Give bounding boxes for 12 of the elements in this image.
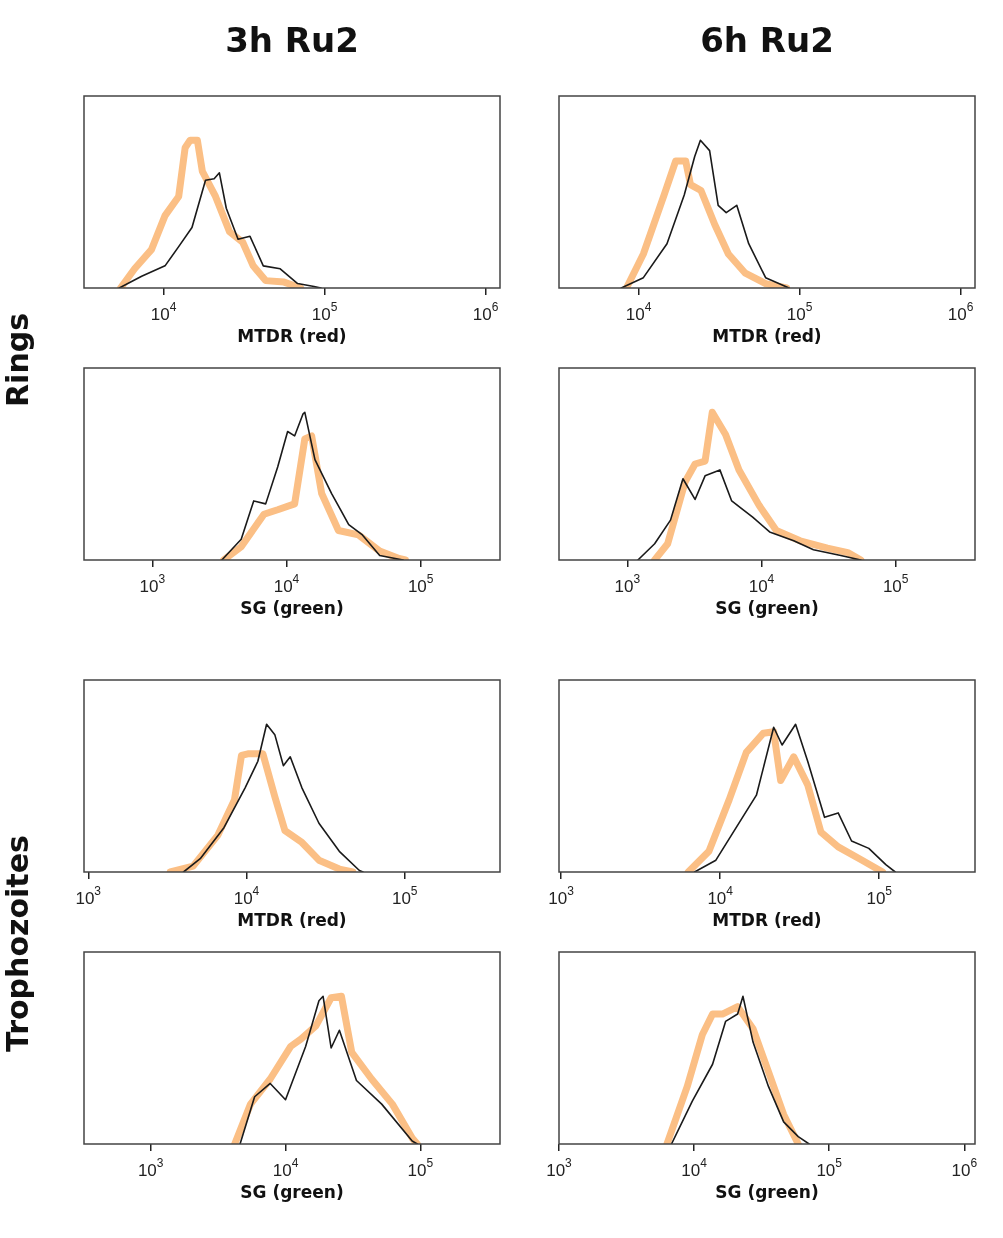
y-axis-title: Trophozoites — [0, 834, 36, 1055]
x-axis-title: MTDR (red) — [711, 910, 823, 930]
y-axis-title: Rings — [0, 311, 36, 410]
x-axis-title: SG (green) — [714, 1182, 820, 1202]
x-axis-title: MTDR (red) — [236, 910, 348, 930]
x-axis-title: SG (green) — [239, 1182, 345, 1202]
x-axis-title: MTDR (red) — [236, 326, 348, 346]
x-axis-title: MTDR (red) — [711, 326, 823, 346]
chart-title: 6h Ru2 — [699, 20, 835, 60]
x-axis-title: SG (green) — [714, 598, 820, 618]
chart-title: 3h Ru2 — [224, 20, 360, 60]
x-axis-title: SG (green) — [239, 598, 345, 618]
